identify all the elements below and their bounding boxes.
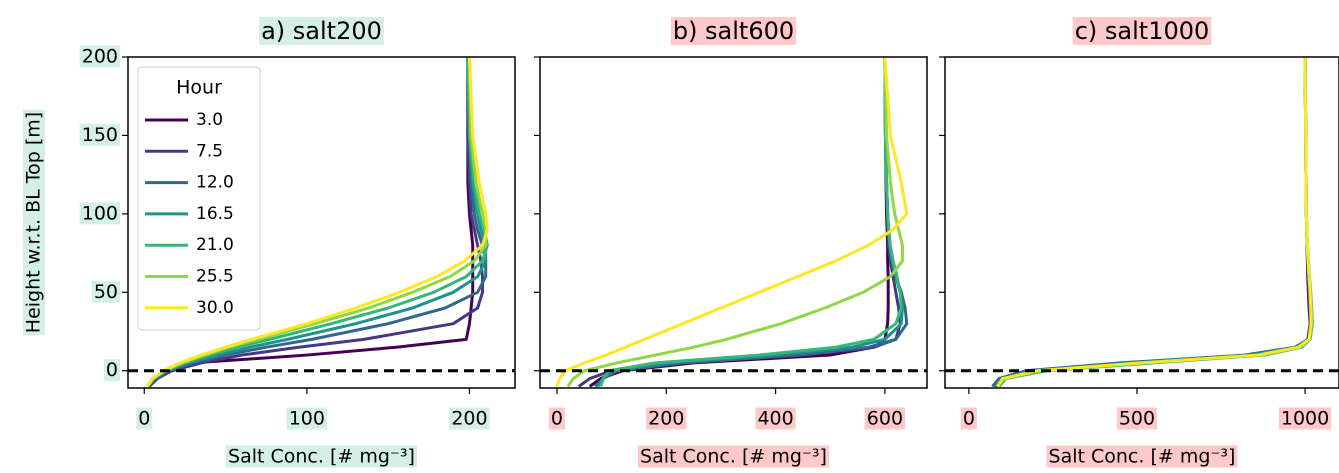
plot-area: [128, 57, 515, 388]
profile-line: [148, 57, 484, 388]
profile-line: [996, 57, 1313, 388]
label-highlight: [259, 17, 384, 45]
x-tick-label: 0: [551, 408, 563, 430]
x-axis-label: Salt Conc. [# mg⁻³]: [1049, 446, 1236, 468]
label-highlight: [91, 280, 120, 303]
x-axis-label: Salt Conc. [# mg⁻³]: [640, 446, 827, 468]
label-highlight: [960, 407, 977, 430]
profile-line: [566, 57, 904, 388]
x-tick-label: 0: [138, 408, 150, 430]
label-highlight: [1278, 407, 1332, 430]
legend-label: 12.0: [196, 173, 234, 193]
label-highlight: [1072, 17, 1212, 45]
profile-line: [994, 57, 1314, 388]
label-highlight: [449, 407, 490, 430]
legend-box: [137, 66, 261, 331]
label-highlight: [1116, 407, 1158, 430]
chart-title: c) salt1000: [1075, 17, 1210, 45]
x-tick-label: 100: [289, 408, 325, 430]
axes-frame: [944, 56, 1339, 389]
label-highlight: [1046, 445, 1238, 468]
x-tick-label: 400: [757, 408, 793, 430]
y-tick-label: 200: [82, 46, 118, 68]
profile-line: [594, 57, 909, 388]
chart-title: b) salt600: [673, 17, 794, 45]
x-tick-label: 500: [1119, 408, 1155, 430]
profile-line: [991, 57, 1313, 388]
highlights: [23, 17, 1332, 468]
label-highlight: [136, 407, 153, 430]
legend-label: 16.5: [196, 204, 234, 224]
y-tick-label: 150: [82, 124, 118, 146]
profile-line: [994, 57, 1312, 388]
legend-title: Hour: [176, 77, 222, 99]
legend-label: 3.0: [196, 110, 223, 130]
label-highlight: [79, 123, 120, 146]
axes-frame: [539, 56, 928, 389]
profile-line: [596, 57, 904, 388]
label-highlight: [103, 359, 120, 382]
chart-title: a) salt200: [261, 17, 382, 45]
y-tick-label: 0: [106, 359, 118, 381]
y-tick-label: 50: [94, 281, 118, 303]
label-highlight: [548, 407, 565, 430]
label-highlight: [286, 407, 327, 430]
axes-frame: [127, 56, 516, 389]
label-highlight: [226, 445, 417, 468]
profile-line: [996, 57, 1314, 388]
y-axis-label: Height w.r.t. BL Top [m]: [23, 112, 45, 333]
profile-line: [555, 57, 909, 387]
label-highlight: [23, 109, 45, 336]
x-axis-label: Salt Conc. [# mg⁻³]: [228, 446, 415, 468]
plot-area: [945, 57, 1339, 388]
y-tick-label: 100: [82, 202, 118, 224]
label-highlight: [79, 45, 120, 68]
x-tick-label: 600: [867, 408, 903, 430]
label-highlight: [755, 407, 796, 430]
x-tick-label: 1000: [1281, 408, 1329, 430]
x-tick-label: 200: [451, 408, 487, 430]
legend-label: 25.5: [196, 267, 234, 287]
label-highlight: [638, 445, 829, 468]
legend-label: 30.0: [196, 298, 234, 318]
label-highlight: [646, 407, 687, 430]
label-highlight: [864, 407, 906, 430]
plot-area: [540, 57, 927, 388]
x-tick-label: 200: [648, 408, 684, 430]
label-highlight: [670, 17, 797, 45]
profile-line: [599, 57, 903, 387]
label-highlight: [79, 202, 120, 225]
profile-line: [146, 57, 489, 388]
legend-label: 7.5: [196, 141, 223, 161]
profile-line: [997, 57, 1314, 388]
legend-label: 21.0: [196, 235, 234, 255]
profile-line: [992, 57, 1312, 388]
x-tick-label: 0: [963, 408, 975, 430]
